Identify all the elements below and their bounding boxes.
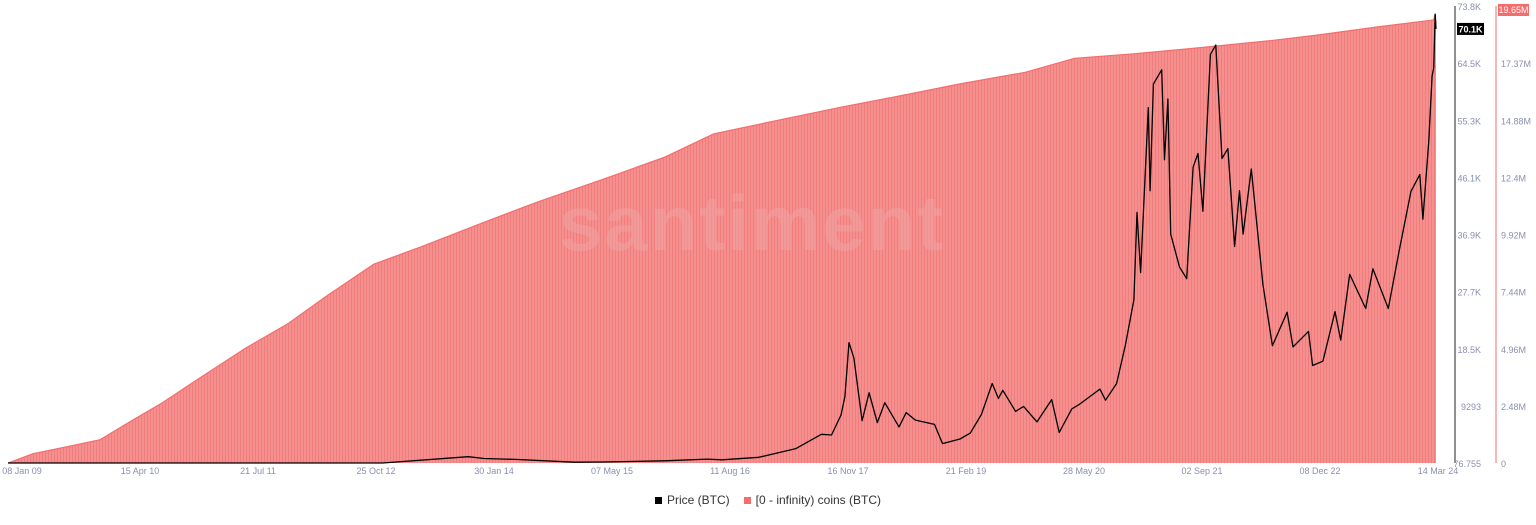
legend-swatch-supply (744, 497, 751, 504)
date-axis-tick-label: 07 May 15 (591, 466, 633, 476)
supply-axis-tick-label: 14.88M (1501, 116, 1531, 126)
date-axis-tick-label: 28 May 20 (1063, 466, 1105, 476)
supply-axis-tick-label: 2.48M (1501, 402, 1526, 412)
date-axis-tick-label: 15 Apr 10 (121, 466, 160, 476)
price-axis-tick-label: 64.5K (1457, 59, 1481, 69)
supply-axis-tick-label: 7.44M (1501, 288, 1526, 298)
supply-axis-tick-label: 12.4M (1501, 173, 1526, 183)
date-axis-tick-label: 16 Nov 17 (827, 466, 868, 476)
supply-axis-tick-label: 17.37M (1501, 59, 1531, 69)
price-axis-tick-label: 46.1K (1457, 173, 1481, 183)
date-axis-tick-label: 08 Dec 22 (1299, 466, 1340, 476)
legend-label-supply: [0 - infinity) coins (BTC) (756, 493, 881, 507)
price-axis-tick-label: 27.7K (1457, 288, 1481, 298)
legend-item-price[interactable]: Price (BTC) (655, 493, 730, 507)
legend-item-supply[interactable]: [0 - infinity) coins (BTC) (744, 493, 881, 507)
price-axis-tick-label: 55.3K (1457, 116, 1481, 126)
date-axis-tick-label: 02 Sep 21 (1181, 466, 1222, 476)
chart-legend: Price (BTC) [0 - infinity) coins (BTC) (0, 490, 1536, 510)
legend-swatch-price (655, 497, 662, 504)
date-axis-tick-label: 11 Aug 16 (710, 466, 750, 476)
supply-axis-tick-label: 0 (1501, 459, 1506, 469)
legend-label-price: Price (BTC) (667, 493, 730, 507)
supply-axis-tick-label: 4.96M (1501, 345, 1526, 355)
supply-axis-tick-label: 9.92M (1501, 231, 1526, 241)
price-axis-tick-label: 9293 (1461, 402, 1481, 412)
price-axis-tick-label: 73.8K (1457, 2, 1481, 12)
date-axis-tick-label: 08 Jan 09 (2, 466, 42, 476)
supply-value-badge-label: 19.65M (1498, 5, 1528, 15)
date-axis-tick-label: 14 Mar 24 (1418, 466, 1459, 476)
date-axis-tick-label: 30 Jan 14 (474, 466, 514, 476)
watermark-text: santiment (559, 179, 945, 267)
date-axis-tick-label: 21 Feb 19 (946, 466, 987, 476)
price-value-badge-label: 70.1K (1458, 24, 1483, 34)
price-axis-tick-label: 18.5K (1457, 345, 1481, 355)
date-axis-tick-label: 21 Jul 11 (240, 466, 276, 476)
price-axis-tick-label: 36.9K (1457, 231, 1481, 241)
date-axis-tick-label: 25 Oct 12 (356, 466, 395, 476)
